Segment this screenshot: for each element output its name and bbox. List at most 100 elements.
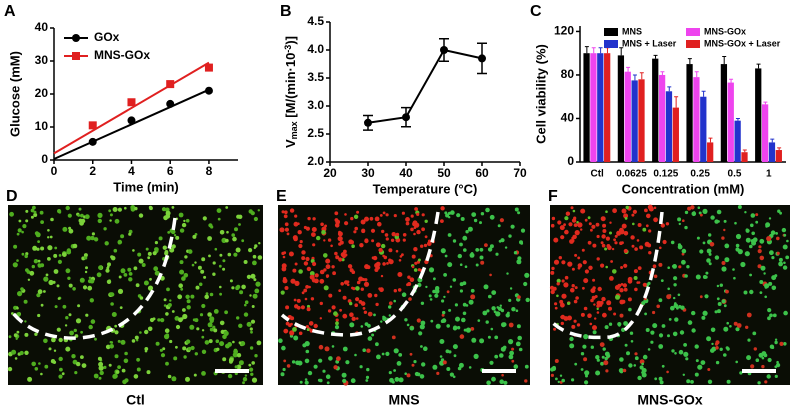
cell xyxy=(571,284,575,288)
cell xyxy=(207,312,212,317)
cell xyxy=(667,266,670,270)
micrograph: F MNS-GOx xyxy=(548,188,790,408)
cell xyxy=(234,227,238,232)
cell xyxy=(212,261,216,265)
cell xyxy=(202,216,207,221)
cell xyxy=(216,208,222,214)
cell xyxy=(331,305,336,310)
cell xyxy=(753,347,757,351)
cell xyxy=(607,245,612,251)
cell xyxy=(373,313,376,317)
cell xyxy=(355,286,360,291)
cell xyxy=(32,205,36,210)
cell xyxy=(768,281,773,286)
cell xyxy=(117,241,121,245)
cell xyxy=(726,321,729,325)
y-tick-label: 2.5 xyxy=(307,126,324,140)
cell xyxy=(479,255,484,260)
cell xyxy=(674,302,677,305)
cell xyxy=(446,290,450,294)
cell xyxy=(517,211,521,215)
cell xyxy=(43,338,48,344)
cell xyxy=(355,297,360,302)
cell xyxy=(133,374,139,379)
cell xyxy=(616,230,622,236)
cell xyxy=(36,247,40,251)
cell xyxy=(303,261,309,266)
cell xyxy=(485,320,489,324)
error-bar xyxy=(742,149,747,153)
cell xyxy=(710,215,715,220)
cell xyxy=(442,310,446,315)
cell xyxy=(328,293,333,298)
cell xyxy=(255,281,261,287)
cell xyxy=(410,214,414,218)
cell xyxy=(382,262,386,266)
cell xyxy=(327,309,332,313)
cell xyxy=(117,288,124,294)
cell xyxy=(499,379,505,385)
cell xyxy=(695,274,701,280)
cell xyxy=(577,222,583,228)
cell xyxy=(402,238,406,242)
cell xyxy=(699,295,703,299)
cell xyxy=(556,294,559,298)
cell xyxy=(470,252,474,255)
cell xyxy=(20,287,24,291)
cell xyxy=(89,298,95,303)
cell xyxy=(17,291,23,297)
cell xyxy=(582,286,585,290)
cell xyxy=(72,243,78,249)
cell xyxy=(242,381,245,385)
cell xyxy=(609,221,612,224)
cell xyxy=(25,219,29,223)
cell xyxy=(161,207,167,212)
cell xyxy=(204,294,209,300)
cell xyxy=(43,290,46,293)
cell xyxy=(759,280,764,284)
cell xyxy=(462,235,468,241)
cell xyxy=(759,255,765,261)
cell xyxy=(375,342,379,347)
cell xyxy=(587,216,591,220)
cell xyxy=(195,285,200,290)
cell xyxy=(359,365,363,369)
cell xyxy=(408,297,412,301)
cell xyxy=(204,340,210,345)
cell xyxy=(691,310,696,316)
cell xyxy=(687,320,693,325)
cell xyxy=(17,228,22,233)
marker xyxy=(88,137,97,146)
cell xyxy=(596,358,600,362)
cell xyxy=(227,373,233,379)
cell xyxy=(12,262,18,268)
cell xyxy=(299,240,303,244)
cell xyxy=(67,213,72,218)
cell xyxy=(47,229,50,232)
error-bar xyxy=(619,47,624,56)
cell xyxy=(697,206,701,209)
cell xyxy=(183,273,189,278)
cell xyxy=(648,251,652,255)
cell xyxy=(424,235,428,239)
cell xyxy=(306,328,310,331)
cell xyxy=(318,358,323,363)
cell xyxy=(674,352,677,355)
cell xyxy=(305,349,310,354)
cell xyxy=(305,285,309,289)
cell xyxy=(164,251,169,256)
cell xyxy=(8,335,12,339)
bar xyxy=(638,79,645,162)
cell xyxy=(311,227,317,232)
cell xyxy=(325,374,331,380)
cell xyxy=(248,248,253,253)
cell xyxy=(475,248,480,252)
cell xyxy=(47,245,53,251)
cell xyxy=(252,293,258,299)
cell xyxy=(582,344,587,349)
x-tick-label: 20 xyxy=(323,166,337,180)
cell xyxy=(406,323,410,327)
cell xyxy=(769,233,774,238)
cell xyxy=(39,210,44,215)
cell xyxy=(509,287,513,290)
